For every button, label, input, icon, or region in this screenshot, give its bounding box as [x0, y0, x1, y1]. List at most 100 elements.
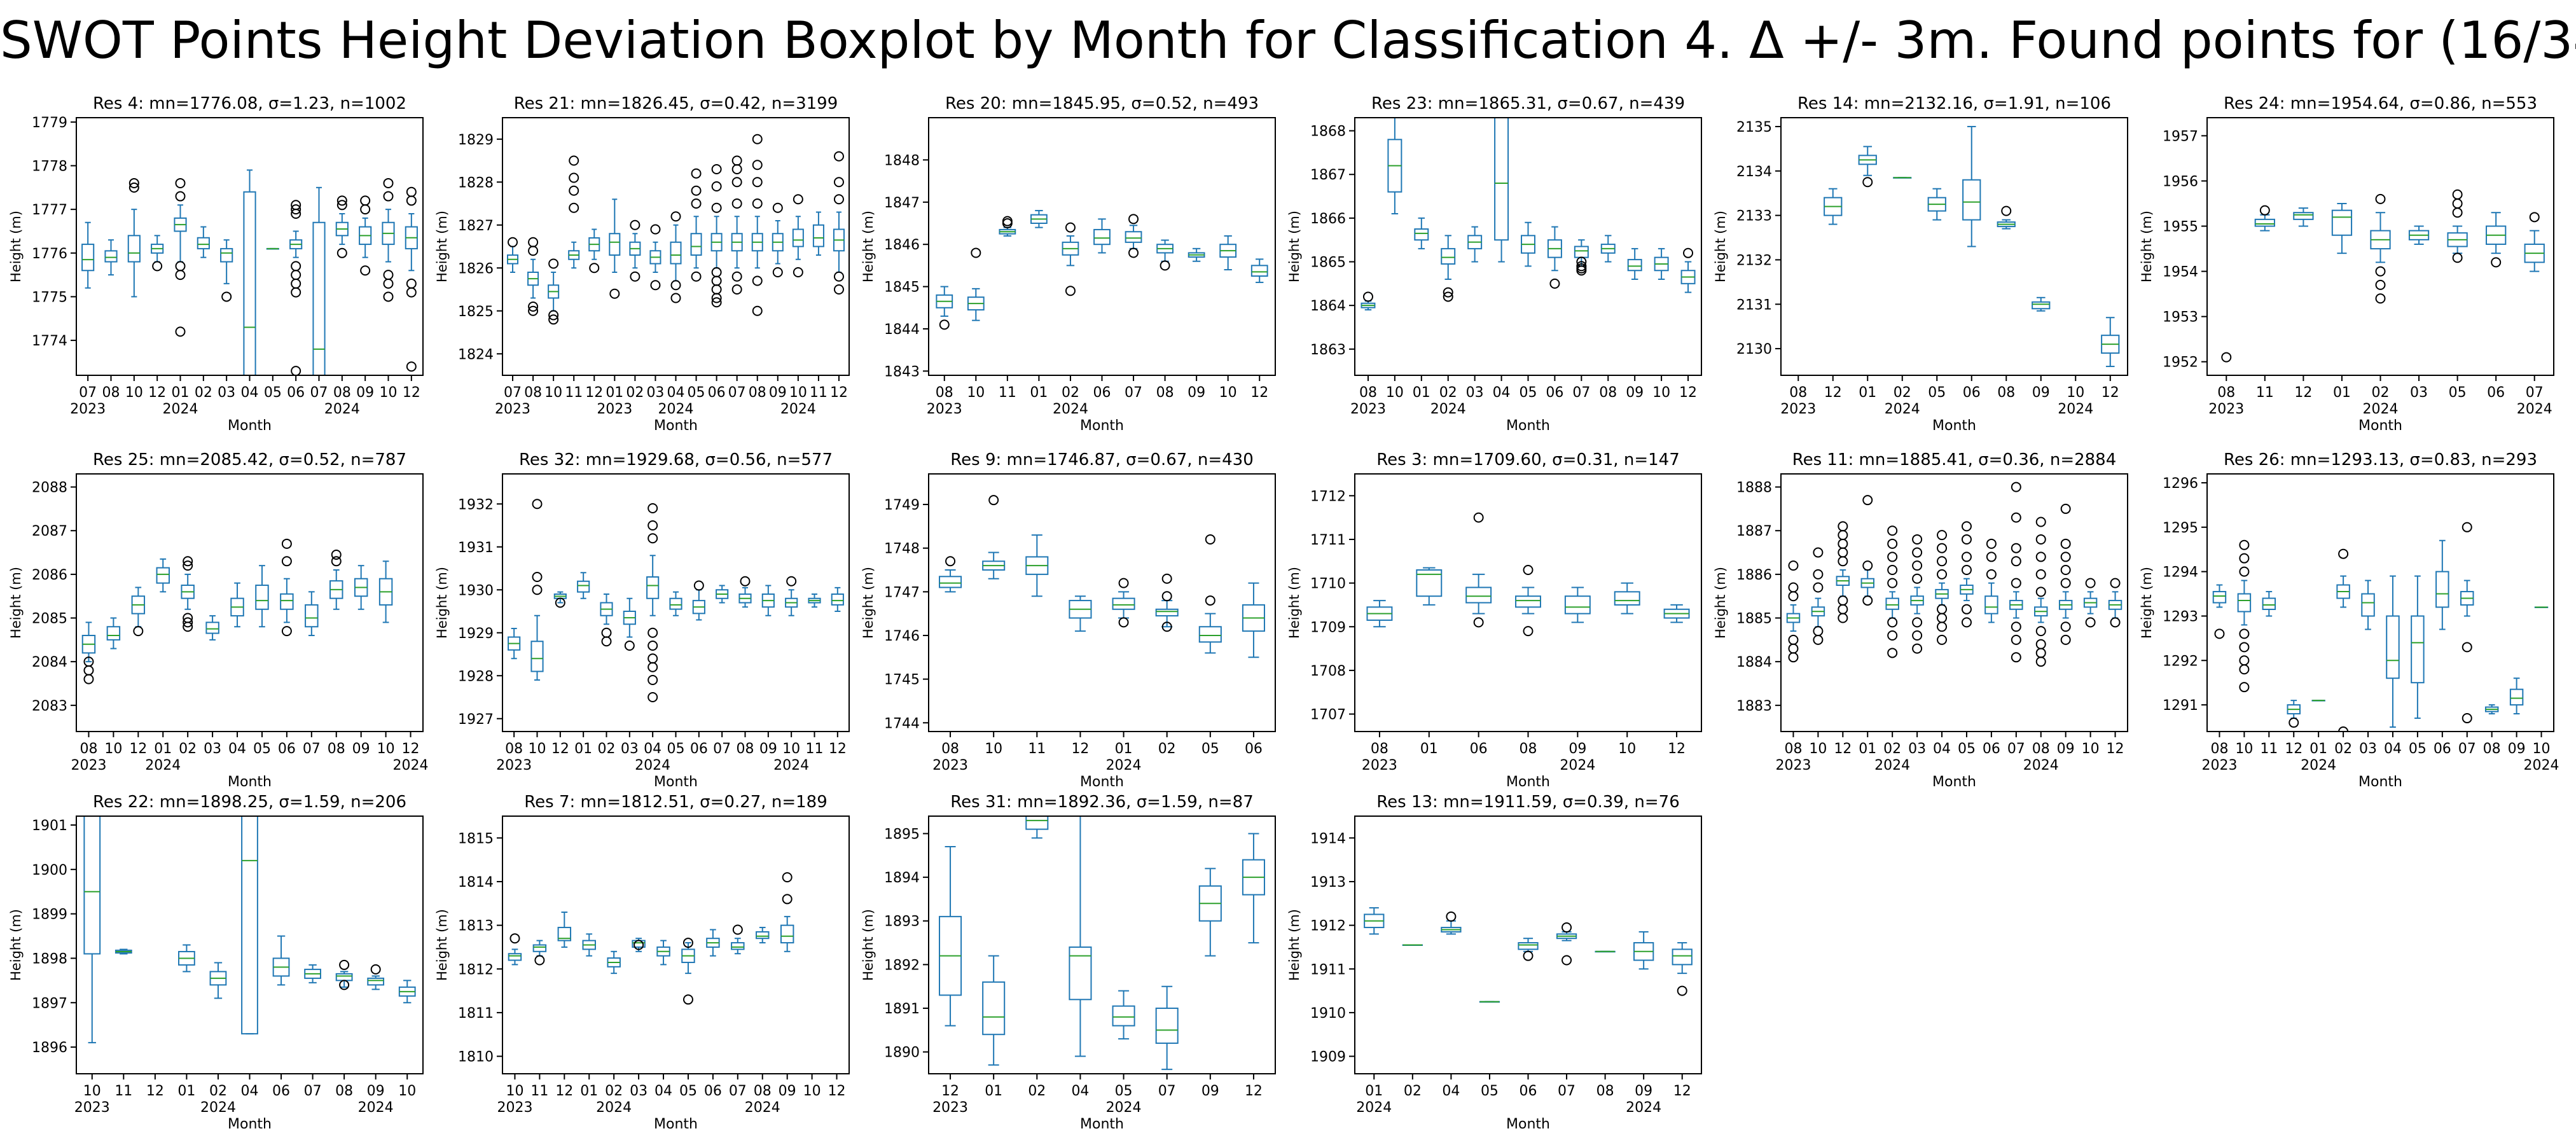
- y-tick-label: 2135: [1736, 120, 1772, 135]
- y-tick-label: 1864: [1310, 298, 1346, 314]
- flier-point: [732, 924, 743, 935]
- y-tick-label: 1749: [884, 497, 920, 513]
- flier-point: [532, 572, 543, 582]
- subplot-title: Res 11: mn=1885.41, σ=0.36, n=2884: [1792, 450, 2117, 469]
- x-axis-label: Month: [654, 1116, 698, 1132]
- x-tick-label: 07: [713, 741, 731, 757]
- flier-point: [360, 265, 371, 276]
- flier-point: [1118, 617, 1129, 628]
- flier-point: [1838, 556, 1848, 567]
- y-tick-label: 2083: [32, 698, 67, 714]
- x-tick-label: 12: [1679, 385, 1697, 401]
- iqr-box: [669, 597, 682, 610]
- y-tick-label: 1778: [32, 159, 67, 175]
- y-tick-label: 1811: [458, 1006, 494, 1022]
- x-tick-label: 10: [1386, 385, 1404, 401]
- flier-point: [2060, 634, 2071, 645]
- iqr-box: [1414, 228, 1429, 241]
- flier-point: [1912, 560, 1923, 571]
- flier-point: [2239, 664, 2250, 675]
- box-12: [831, 586, 844, 612]
- x-year-label: 2024: [324, 401, 360, 417]
- x-tick-label: 05: [667, 741, 685, 757]
- x-tick-label: 02: [1404, 1083, 1422, 1099]
- iqr-box: [1025, 816, 1049, 830]
- x-tick-label: 10: [380, 385, 398, 401]
- box-07: [312, 186, 326, 375]
- x-tick-label: 10: [83, 1083, 101, 1099]
- flier-point: [971, 247, 981, 258]
- flier-point: [2011, 621, 2021, 632]
- flier-point: [383, 291, 394, 302]
- flier-point: [1912, 534, 1923, 545]
- flier-point: [939, 319, 950, 330]
- box-02: [2336, 548, 2350, 732]
- box-04: [1935, 530, 1949, 645]
- box-08: [738, 576, 752, 608]
- flier-point: [711, 202, 722, 213]
- flier-point: [152, 261, 163, 272]
- y-tick-label: 1295: [2163, 520, 2198, 536]
- box-05: [1479, 1001, 1500, 1003]
- y-tick-label: 1291: [2163, 698, 2198, 714]
- box-01: [156, 558, 170, 593]
- box-10: [982, 495, 1006, 579]
- box-10: [967, 247, 985, 321]
- x-tick-label: 12: [1250, 385, 1268, 401]
- y-tick-label: 1897: [32, 996, 67, 1011]
- flier-point: [291, 287, 301, 298]
- box-02: [209, 962, 227, 999]
- flier-point: [2060, 621, 2071, 632]
- axes-frame: [1780, 473, 2128, 732]
- box-08: [1366, 600, 1393, 628]
- flier-point: [291, 200, 301, 211]
- flier-point: [691, 198, 702, 209]
- subplot-title: Res 32: mn=1929.68, σ=0.56, n=577: [519, 450, 833, 469]
- subplot-title: Res 7: mn=1812.51, σ=0.27, n=189: [524, 793, 827, 812]
- flier-point: [647, 662, 658, 672]
- box-10: [398, 980, 416, 1004]
- iqr-box: [335, 973, 353, 982]
- y-tick-label: 2086: [32, 567, 67, 583]
- y-tick-label: 1913: [1310, 875, 1346, 891]
- box-12: [2287, 700, 2301, 728]
- x-tick-label: 02: [1883, 741, 1901, 757]
- x-year-label: 2023: [496, 758, 532, 774]
- flier-point: [2060, 565, 2071, 576]
- flier-point: [1813, 634, 1824, 645]
- box-01: [1416, 567, 1443, 606]
- x-year-label: 2023: [2201, 758, 2237, 774]
- x-year-label: 2023: [1775, 758, 1811, 774]
- x-tick-label: 04: [241, 385, 259, 401]
- y-tick-label: 1867: [1310, 167, 1346, 183]
- y-tick-label: 1884: [1736, 655, 1772, 670]
- flier-point: [528, 246, 539, 256]
- plot-area: [81, 538, 393, 684]
- flier-point: [2011, 578, 2021, 588]
- flier-point: [2035, 569, 2046, 579]
- y-tick-label: 1810: [458, 1050, 494, 1065]
- x-tick-label: 07: [2526, 385, 2544, 401]
- box-07: [507, 237, 519, 273]
- flier-point: [1838, 604, 1848, 614]
- x-tick-label: 08: [941, 741, 959, 757]
- x-year-label: 2024: [358, 1100, 394, 1116]
- iqr-box: [1494, 118, 1509, 241]
- plot-area: [507, 134, 845, 325]
- flier-point: [291, 204, 301, 215]
- flier-point: [406, 287, 417, 298]
- x-tick-label: 05: [1115, 1083, 1133, 1099]
- box-05: [1198, 534, 1222, 654]
- x-tick-label: 10: [803, 1083, 821, 1099]
- y-tick-label: 1845: [884, 280, 920, 296]
- flier-point: [589, 263, 600, 274]
- flier-point: [833, 177, 844, 188]
- flier-point: [1813, 582, 1824, 593]
- x-tick-label: 10: [1809, 741, 1827, 757]
- x-tick-label: 07: [304, 1083, 322, 1099]
- x-tick-label: 08: [2483, 741, 2501, 757]
- box-01: [1112, 578, 1135, 628]
- figure-title: SWOT Points Height Deviation Boxplot by …: [0, 11, 2576, 70]
- flier-point: [1562, 922, 1572, 933]
- x-tick-label: 12: [941, 1083, 959, 1099]
